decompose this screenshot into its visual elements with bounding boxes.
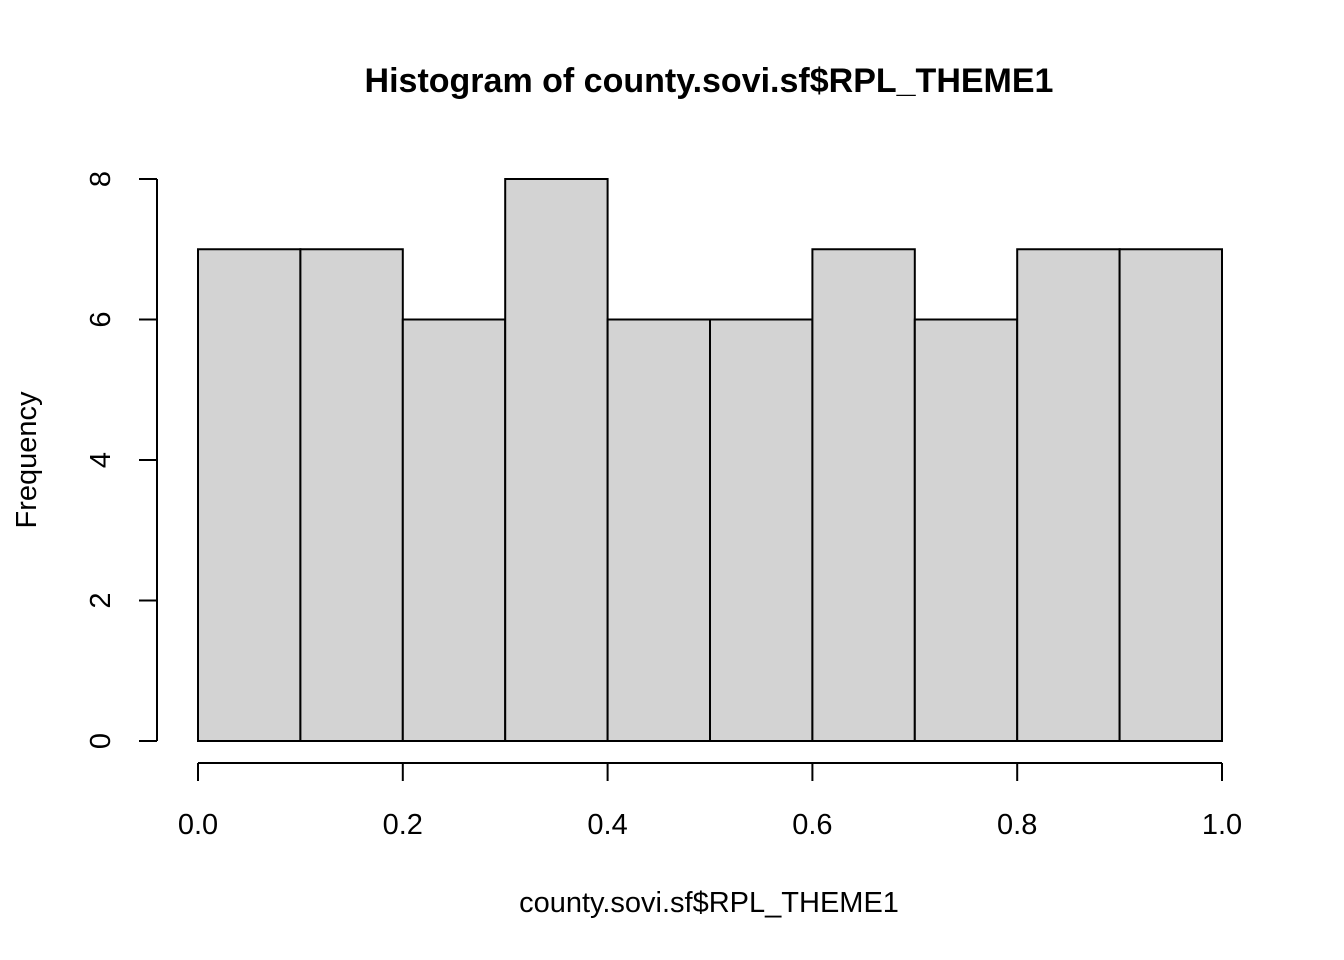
histogram-bar-5 bbox=[709, 318, 814, 742]
y-axis: 0 2 4 6 8 bbox=[85, 171, 158, 749]
x-tick-label: 0.2 bbox=[383, 809, 423, 841]
chart-title: Histogram of county.sovi.sf$RPL_THEME1 bbox=[365, 62, 1054, 100]
histogram-bar-8 bbox=[1016, 248, 1121, 742]
x-tick-label: 0.8 bbox=[997, 809, 1037, 841]
histogram-bar-9 bbox=[1118, 248, 1223, 742]
histogram-bar-2 bbox=[401, 318, 507, 742]
y-axis-label: Frequency bbox=[11, 391, 43, 529]
histogram-bar-0 bbox=[197, 248, 302, 742]
bars-group bbox=[197, 178, 1223, 742]
x-axis-label: county.sovi.sf$RPL_THEME1 bbox=[519, 887, 899, 919]
x-axis: 0.0 0.2 0.4 0.6 0.8 1.0 bbox=[178, 762, 1242, 841]
histogram-bar-6 bbox=[811, 248, 916, 742]
histogram-bar-1 bbox=[299, 248, 404, 742]
x-tick-label: 0.6 bbox=[792, 809, 832, 841]
y-tick-label: 0 bbox=[85, 733, 117, 749]
histogram-bar-7 bbox=[913, 318, 1019, 742]
histogram-bar-4 bbox=[606, 318, 711, 742]
y-tick-label: 2 bbox=[85, 592, 117, 608]
y-tick-label: 4 bbox=[85, 452, 117, 468]
x-tick-label: 0.0 bbox=[178, 809, 218, 841]
y-tick-label: 8 bbox=[85, 171, 117, 187]
x-tick-label: 0.4 bbox=[587, 809, 627, 841]
y-tick-label: 6 bbox=[85, 311, 117, 327]
histogram-bar-3 bbox=[504, 178, 609, 742]
x-tick-label: 1.0 bbox=[1202, 809, 1242, 841]
